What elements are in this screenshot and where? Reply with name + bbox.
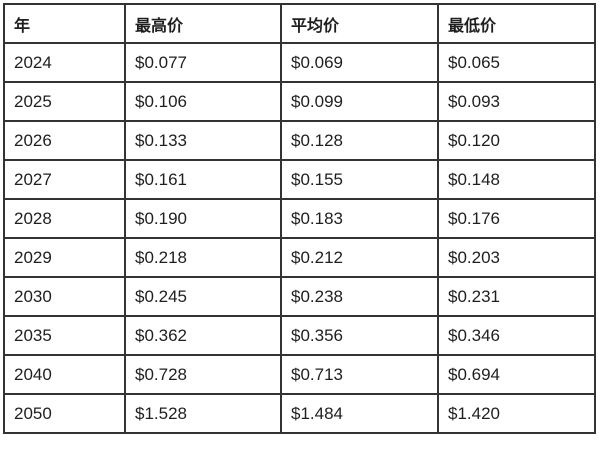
cell-lowest-price: $0.120 xyxy=(437,120,596,161)
table-row: 2030 $0.245 $0.238 $0.231 xyxy=(3,276,596,317)
cell-highest-price: $0.106 xyxy=(124,81,282,122)
cell-year: 2024 xyxy=(3,42,126,83)
table-row: 2025 $0.106 $0.099 $0.093 xyxy=(3,81,596,122)
table-row: 2029 $0.218 $0.212 $0.203 xyxy=(3,237,596,278)
cell-year: 2027 xyxy=(3,159,126,200)
cell-year: 2030 xyxy=(3,276,126,317)
cell-highest-price: $1.528 xyxy=(124,393,282,434)
header-row: 年 最高价 平均价 最低价 xyxy=(3,3,596,44)
cell-lowest-price: $0.231 xyxy=(437,276,596,317)
cell-lowest-price: $0.203 xyxy=(437,237,596,278)
header-cell-average-price: 平均价 xyxy=(280,3,439,44)
table-row: 2026 $0.133 $0.128 $0.120 xyxy=(3,120,596,161)
price-prediction-table: 年 最高价 平均价 最低价 2024 $0.077 $0.069 $0.065 … xyxy=(3,3,596,434)
cell-year: 2025 xyxy=(3,81,126,122)
table-row: 2050 $1.528 $1.484 $1.420 xyxy=(3,393,596,434)
table-row: 2040 $0.728 $0.713 $0.694 xyxy=(3,354,596,395)
cell-average-price: $0.069 xyxy=(280,42,439,83)
table-row: 2027 $0.161 $0.155 $0.148 xyxy=(3,159,596,200)
cell-lowest-price: $0.093 xyxy=(437,81,596,122)
cell-average-price: $0.099 xyxy=(280,81,439,122)
cell-lowest-price: $0.694 xyxy=(437,354,596,395)
cell-lowest-price: $0.346 xyxy=(437,315,596,356)
cell-highest-price: $0.728 xyxy=(124,354,282,395)
cell-lowest-price: $1.420 xyxy=(437,393,596,434)
cell-average-price: $0.713 xyxy=(280,354,439,395)
cell-highest-price: $0.133 xyxy=(124,120,282,161)
cell-average-price: $1.484 xyxy=(280,393,439,434)
cell-average-price: $0.183 xyxy=(280,198,439,239)
table-row: 2035 $0.362 $0.356 $0.346 xyxy=(3,315,596,356)
header-cell-lowest-price: 最低价 xyxy=(437,3,596,44)
cell-year: 2029 xyxy=(3,237,126,278)
cell-highest-price: $0.362 xyxy=(124,315,282,356)
cell-year: 2040 xyxy=(3,354,126,395)
cell-highest-price: $0.077 xyxy=(124,42,282,83)
cell-average-price: $0.128 xyxy=(280,120,439,161)
cell-average-price: $0.356 xyxy=(280,315,439,356)
cell-year: 2035 xyxy=(3,315,126,356)
header-cell-highest-price: 最高价 xyxy=(124,3,282,44)
cell-highest-price: $0.161 xyxy=(124,159,282,200)
cell-year: 2028 xyxy=(3,198,126,239)
cell-highest-price: $0.245 xyxy=(124,276,282,317)
cell-average-price: $0.238 xyxy=(280,276,439,317)
table-row: 2028 $0.190 $0.183 $0.176 xyxy=(3,198,596,239)
header-cell-year: 年 xyxy=(3,3,126,44)
cell-average-price: $0.155 xyxy=(280,159,439,200)
cell-highest-price: $0.218 xyxy=(124,237,282,278)
cell-highest-price: $0.190 xyxy=(124,198,282,239)
cell-lowest-price: $0.176 xyxy=(437,198,596,239)
table-row: 2024 $0.077 $0.069 $0.065 xyxy=(3,42,596,83)
cell-year: 2026 xyxy=(3,120,126,161)
cell-lowest-price: $0.065 xyxy=(437,42,596,83)
cell-year: 2050 xyxy=(3,393,126,434)
cell-lowest-price: $0.148 xyxy=(437,159,596,200)
cell-average-price: $0.212 xyxy=(280,237,439,278)
